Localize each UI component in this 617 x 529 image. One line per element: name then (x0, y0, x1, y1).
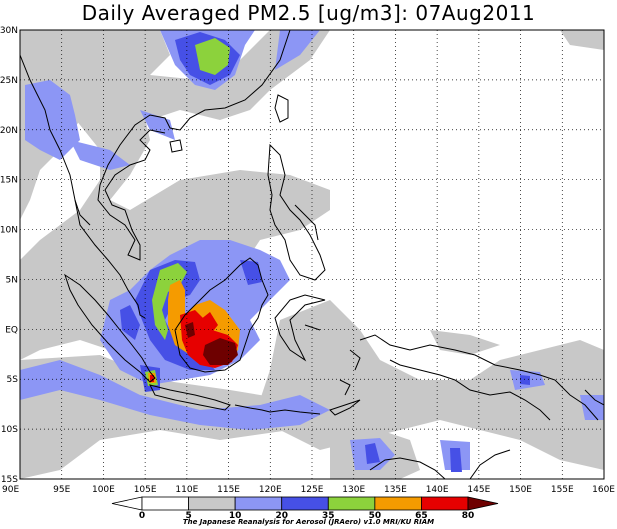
colorbar-box (374, 496, 422, 511)
longitude-label: 155E (551, 485, 574, 495)
colorbar-level-label: 20 (275, 511, 288, 521)
longitude-label: 90E (2, 485, 19, 495)
longitude-label: 125E (301, 485, 324, 495)
colorbar-low-triangle (111, 496, 143, 511)
longitude-label: 140E (426, 485, 449, 495)
latitude-label: 25N (0, 76, 18, 86)
latitude-label: 5N (6, 275, 18, 285)
latitude-label: EQ (5, 325, 18, 335)
colorbar-box (281, 496, 329, 511)
longitude-label: 150E (509, 485, 532, 495)
credit-text: The Japanese Reanalysis for Aerosol (JRA… (182, 518, 435, 526)
longitude-label: 135E (384, 485, 407, 495)
longitude-label: 145E (467, 485, 490, 495)
colorbar-level-label: 35 (322, 511, 335, 521)
longitude-label: 115E (217, 485, 240, 495)
colorbar-level-label: 0 (139, 511, 145, 521)
colorbar-labels: 0 5 10 20 35 50 65 80 (139, 511, 474, 521)
latitude-label: 15S (1, 475, 18, 485)
latitude-label: 15N (0, 176, 18, 186)
colorbar-level-label: 5 (185, 511, 191, 521)
latitude-labels: 30N 25N 20N 15N 10N 5N EQ 5S 10S 15S (0, 26, 18, 485)
colorbar-box (188, 496, 236, 511)
map-title: Daily Averaged PM2.5 [ug/m3]: 07Aug2011 (81, 1, 536, 25)
colorbar-level-label: 80 (462, 511, 475, 521)
longitude-label: 110E (175, 485, 198, 495)
longitude-labels: 90E 95E 100E 105E 110E 115E 120E 125E 130E 135E 14… (2, 485, 615, 495)
longitude-label: 100E (92, 485, 115, 495)
graticule (20, 30, 604, 479)
colorbar-level-label: 50 (369, 511, 382, 521)
latitude-label: 10S (1, 425, 18, 435)
field-dark-red-band (185, 322, 238, 365)
colorbar-level-label: 10 (229, 511, 242, 521)
colorbar-box (234, 496, 283, 511)
colorbar-box (141, 496, 189, 511)
latitude-label: 10N (0, 226, 18, 236)
coastlines (20, 30, 604, 479)
colorbar-box (327, 496, 376, 511)
colorbar-level-label: 65 (415, 511, 428, 521)
latitude-label: 30N (0, 26, 18, 36)
colorbar-high-triangle (467, 496, 499, 511)
longitude-label: 95E (53, 485, 70, 495)
latitude-label: 5S (7, 375, 19, 385)
colorbar (111, 496, 499, 511)
longitude-label: 130E (342, 485, 365, 495)
longitude-label: 160E (592, 485, 615, 495)
latitude-label: 20N (0, 126, 18, 136)
longitude-label: 120E (259, 485, 282, 495)
colorbar-box (421, 496, 469, 511)
longitude-label: 105E (134, 485, 157, 495)
